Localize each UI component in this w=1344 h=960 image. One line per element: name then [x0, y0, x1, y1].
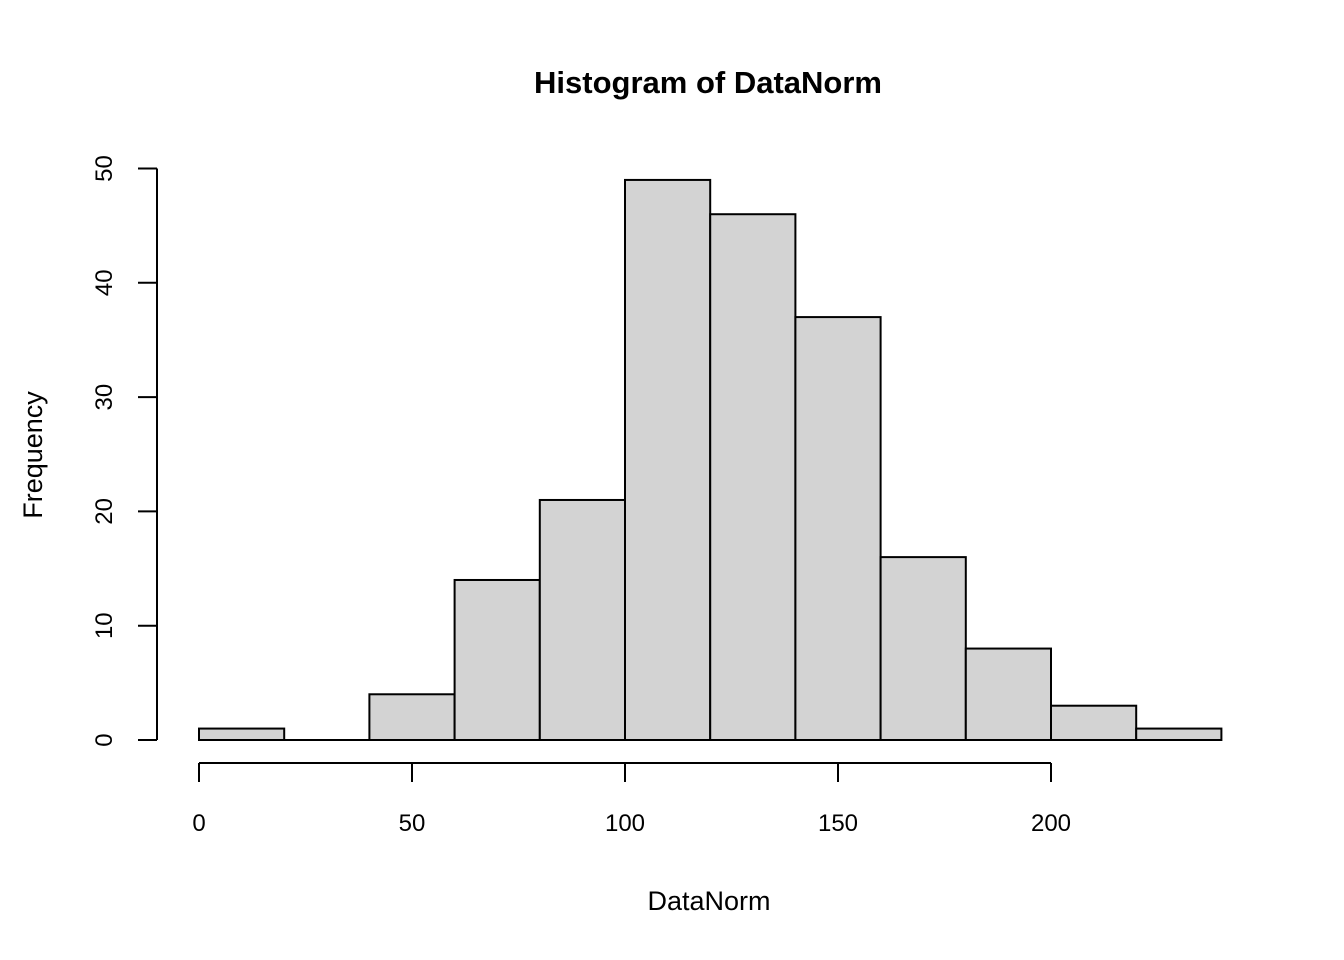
histogram-bar — [538, 498, 626, 741]
y-tick-label: 40 — [91, 269, 118, 296]
y-tick-label: 20 — [91, 498, 118, 525]
x-tick-label: 0 — [192, 810, 205, 837]
histogram-bar — [198, 727, 286, 742]
histogram-bar — [453, 578, 541, 741]
histogram-bar — [709, 213, 797, 742]
x-tick-label: 150 — [818, 810, 858, 837]
y-axis-label: Frequency — [18, 391, 48, 519]
x-tick-label: 50 — [399, 810, 426, 837]
y-tick-label: 10 — [91, 612, 118, 639]
histogram-bar — [1135, 727, 1223, 742]
histogram-bar — [794, 316, 882, 741]
chart-title: Histogram of DataNorm — [534, 65, 882, 100]
histogram-bar — [879, 556, 967, 741]
y-tick-label: 0 — [91, 733, 118, 746]
histogram-bars — [198, 178, 1223, 742]
x-tick-label: 200 — [1031, 810, 1071, 837]
x-tick-label: 100 — [605, 810, 645, 837]
histogram-bar — [964, 647, 1052, 741]
x-axis: 0 50 100 150 200 — [192, 762, 1071, 837]
y-tick-label: 50 — [91, 155, 118, 182]
histogram-bar — [1050, 704, 1138, 742]
histogram-bar — [624, 178, 712, 741]
x-axis-label: DataNorm — [647, 886, 770, 916]
y-axis: 0 10 20 30 40 50 — [91, 155, 158, 747]
y-tick-label: 30 — [91, 384, 118, 411]
histogram-bar — [368, 693, 456, 742]
